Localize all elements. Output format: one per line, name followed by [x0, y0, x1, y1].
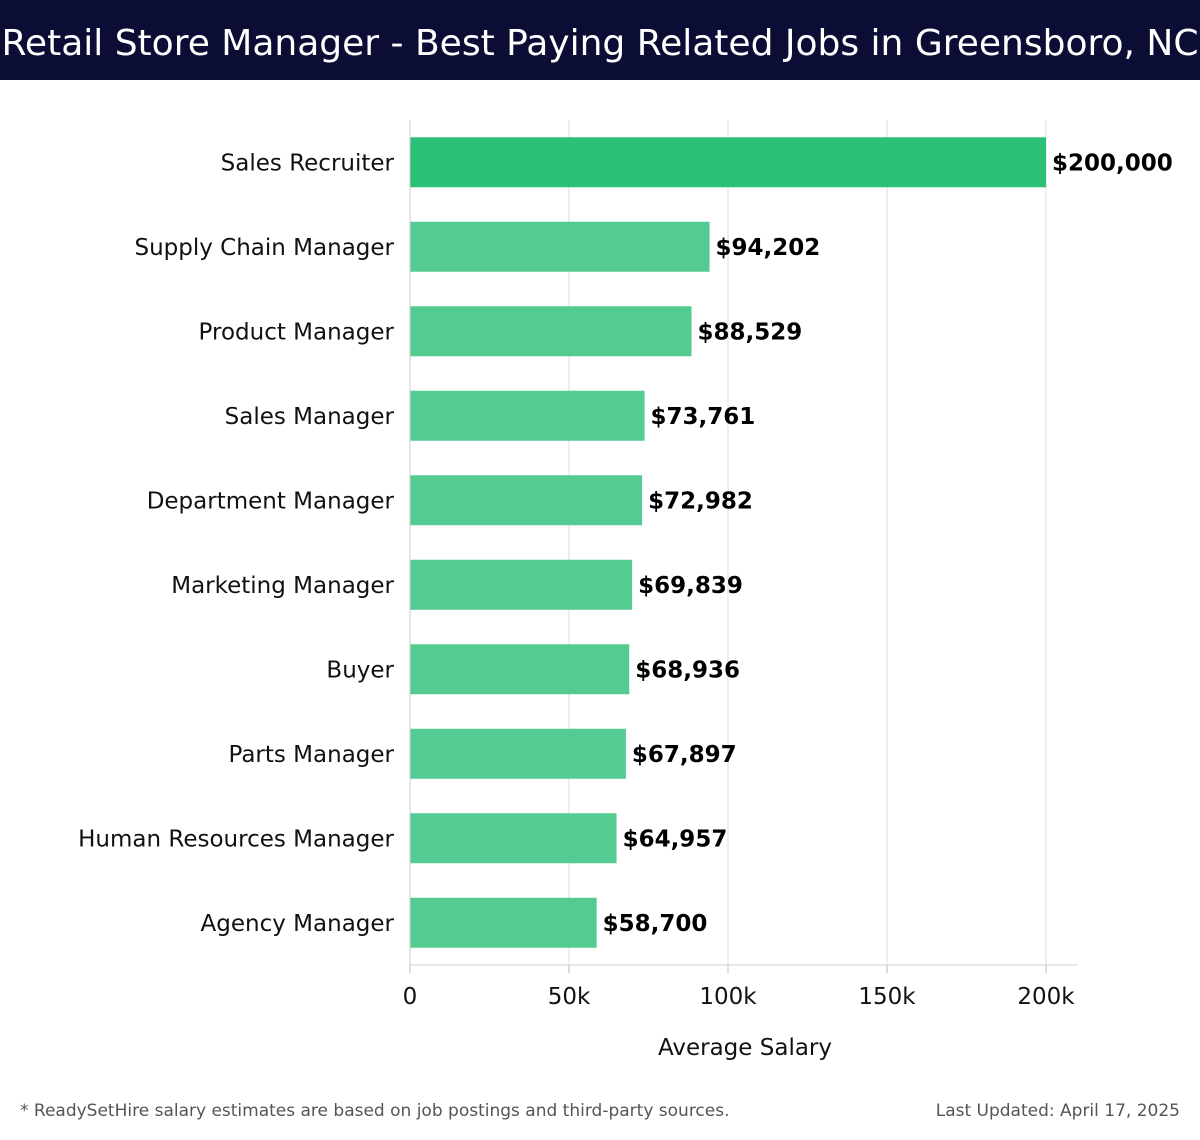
category-label: Parts Manager	[228, 742, 394, 768]
value-label: $58,700	[603, 911, 708, 937]
bar	[410, 644, 630, 695]
bar	[410, 137, 1046, 188]
salary-bar-chart: Sales Recruiter $200,000 Supply Chain Mana…	[78, 120, 1173, 1061]
x-axis: 0 50k 100k 150k 200k	[403, 120, 1078, 1010]
header-bar: Retail Store Manager - Best Paying Relat…	[0, 0, 1200, 80]
category-label: Sales Manager	[225, 404, 395, 430]
bar	[410, 728, 626, 779]
x-tick-label: 0	[403, 984, 418, 1010]
value-label: $64,957	[623, 826, 728, 852]
footnote: * ReadySetHire salary estimates are base…	[20, 1101, 730, 1121]
bar	[410, 221, 710, 272]
value-label: $72,982	[648, 488, 753, 514]
value-label: $88,529	[698, 319, 803, 345]
category-label: Marketing Manager	[171, 573, 394, 599]
category-label: Human Resources Manager	[78, 826, 394, 852]
value-label: $67,897	[632, 742, 737, 768]
bar	[410, 475, 643, 526]
category-label: Sales Recruiter	[221, 150, 395, 176]
value-label: $69,839	[638, 573, 743, 599]
value-label: $68,936	[635, 657, 740, 683]
category-label: Agency Manager	[201, 911, 395, 937]
bar	[410, 390, 645, 441]
x-axis-label: Average Salary	[658, 1035, 832, 1061]
x-tick-label: 50k	[548, 984, 591, 1010]
category-label: Product Manager	[199, 319, 395, 345]
value-label: $200,000	[1052, 150, 1173, 176]
last-updated: Last Updated: April 17, 2025	[935, 1101, 1180, 1121]
bar	[410, 306, 692, 357]
value-label: $94,202	[716, 235, 821, 261]
bars: Sales Recruiter $200,000 Supply Chain Mana…	[78, 137, 1173, 948]
bar	[410, 897, 597, 948]
page-title: Retail Store Manager - Best Paying Relat…	[1, 23, 1199, 64]
bar	[410, 559, 633, 610]
category-label: Supply Chain Manager	[134, 235, 394, 261]
category-label: Department Manager	[147, 488, 395, 514]
category-label: Buyer	[326, 657, 394, 683]
x-tick-label: 100k	[699, 984, 757, 1010]
x-tick-label: 150k	[858, 984, 916, 1010]
x-tick-label: 200k	[1017, 984, 1075, 1010]
value-label: $73,761	[651, 404, 756, 430]
bar	[410, 813, 617, 864]
